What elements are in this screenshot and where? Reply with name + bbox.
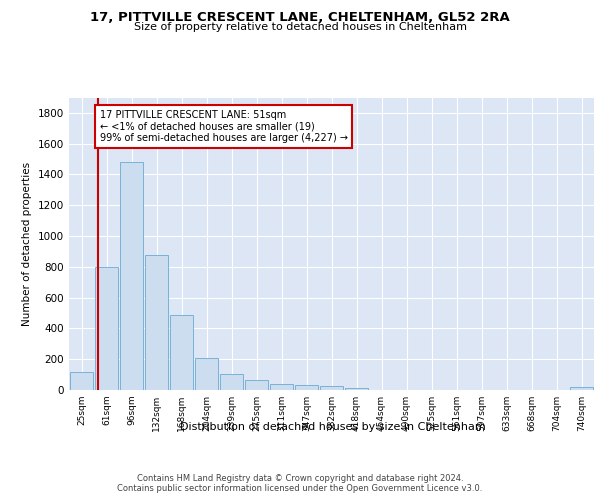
Bar [220, 374, 243, 390]
Bar [345, 388, 368, 390]
Bar [70, 372, 93, 390]
Text: Distribution of detached houses by size in Cheltenham: Distribution of detached houses by size … [180, 422, 486, 432]
Y-axis label: Number of detached properties: Number of detached properties [22, 162, 32, 326]
Text: Contains HM Land Registry data © Crown copyright and database right 2024.: Contains HM Land Registry data © Crown c… [137, 474, 463, 483]
Text: 17 PITTVILLE CRESCENT LANE: 51sqm
← <1% of detached houses are smaller (19)
99% : 17 PITTVILLE CRESCENT LANE: 51sqm ← <1% … [100, 110, 347, 143]
Text: Size of property relative to detached houses in Cheltenham: Size of property relative to detached ho… [133, 22, 467, 32]
Bar [195, 358, 218, 390]
Bar [270, 384, 293, 390]
Bar [145, 254, 168, 390]
Bar [570, 387, 593, 390]
Bar [320, 386, 343, 390]
Bar [120, 162, 143, 390]
Bar [170, 314, 193, 390]
Text: 17, PITTVILLE CRESCENT LANE, CHELTENHAM, GL52 2RA: 17, PITTVILLE CRESCENT LANE, CHELTENHAM,… [90, 11, 510, 24]
Text: Contains public sector information licensed under the Open Government Licence v3: Contains public sector information licen… [118, 484, 482, 493]
Bar [245, 380, 268, 390]
Bar [95, 267, 118, 390]
Bar [295, 384, 318, 390]
